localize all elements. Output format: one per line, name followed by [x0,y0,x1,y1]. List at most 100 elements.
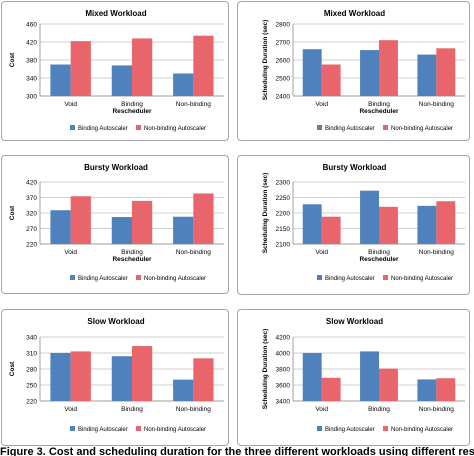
bar-nonbinding-autoscaler [193,35,214,96]
legend-swatch [70,125,75,130]
y-tick-label: 420 [26,40,37,47]
x-tick-label: Binding [121,249,143,256]
legend-label: Non-binding Autoscaler [144,126,206,132]
y-tick-label: 250 [26,383,37,390]
y-tick-label: 220 [26,399,37,406]
y-tick-label: 2250 [276,195,291,202]
bar-nonbinding-autoscaler [70,41,91,96]
x-tick-label: Binding [121,406,143,413]
x-axis-label: Rescheduler [112,108,151,115]
x-axis-label: Rescheduler [112,256,151,263]
chart-title: Bursty Workload [84,163,148,172]
bar-binding-autoscaler [50,210,71,244]
x-tick-label: Non-binding [176,249,211,256]
bar-binding-autoscaler [50,64,71,96]
legend-label: Binding Autoscaler [325,276,375,282]
x-tick-label: Void [64,249,77,256]
bar-nonbinding-autoscaler [132,38,153,96]
y-tick-label: 3400 [276,399,291,406]
chart-svg: Slow Workload 220 250 280 310 340 Void Binding N… [9,317,224,433]
y-tick-label: 2800 [276,22,291,29]
chart-title: Slow Workload [326,317,383,326]
bar-binding-autoscaler [360,50,379,96]
y-tick-label: 2500 [276,76,291,83]
legend-swatch [383,275,388,280]
x-tick-label: Void [64,406,77,413]
bar-binding-autoscaler [173,379,194,401]
y-axis-label: Cost [9,52,16,67]
y-tick-label: 460 [26,22,37,29]
legend-swatch [70,426,75,431]
bar-nonbinding-autoscaler [436,378,456,401]
x-tick-label: Non-binding [419,101,454,108]
y-tick-label: 270 [26,226,37,233]
bar-nonbinding-autoscaler [321,377,341,401]
x-tick-label: Non-binding [419,406,454,413]
chart-bursty-duration: Bursty Workload 2100 2150 2200 2250 2300 Void B… [237,155,470,295]
x-tick-label: Binding [368,249,390,256]
legend-label: Non-binding Autoscaler [391,276,453,282]
legend-swatch [136,125,141,130]
y-tick-label: 3600 [276,383,291,390]
bar-binding-autoscaler [417,54,437,96]
bar-nonbinding-autoscaler [379,368,398,401]
bar-binding-autoscaler [111,217,132,244]
figure-caption: Figure 3. Cost and scheduling duration f… [0,446,474,456]
y-axis-label: Cost [9,361,16,376]
y-tick-label: 320 [26,211,37,218]
y-tick-label: 2100 [276,242,291,249]
y-tick-label: 310 [26,351,37,358]
legend-label: Non-binding Autoscaler [391,427,453,433]
y-tick-label: 380 [26,58,37,65]
bar-binding-autoscaler [111,356,132,401]
chart-title: Mixed Workload [324,9,385,18]
legend-swatch [70,275,75,280]
chart-title: Bursty Workload [323,163,387,172]
bar-nonbinding-autoscaler [132,346,153,401]
chart-svg: Slow Workload 3400 3600 3800 4000 4200 Void Bin… [262,317,465,433]
bar-nonbinding-autoscaler [70,196,91,244]
charts-grid: Mixed Workload 300 340 380 420 460 Void Binding… [1,1,470,446]
legend-label: Binding Autoscaler [78,126,128,132]
bar-binding-autoscaler [173,216,194,244]
x-tick-label: Binding [121,101,143,108]
x-tick-label: Non-binding [176,406,211,413]
legend-label: Non-binding Autoscaler [391,126,453,132]
bar-binding-autoscaler [417,205,437,244]
x-tick-label: Void [315,101,328,108]
y-axis-label: Scheduling Duration (sec) [262,20,269,101]
legend-label: Binding Autoscaler [78,276,128,282]
bar-nonbinding-autoscaler [193,358,214,401]
bar-nonbinding-autoscaler [379,206,398,244]
chart-svg: Mixed Workload 300 340 380 420 460 Void Binding… [9,9,224,132]
bar-binding-autoscaler [50,353,71,401]
chart-slow-cost: Slow Workload 220 250 280 310 340 Void Binding N… [1,309,229,446]
bar-binding-autoscaler [302,353,322,401]
bar-binding-autoscaler [173,73,194,96]
y-tick-label: 340 [26,76,37,83]
bar-nonbinding-autoscaler [70,351,91,401]
x-tick-label: Void [315,249,328,256]
chart-svg: Bursty Workload 220 270 320 370 420 Void Bindin… [9,163,224,282]
y-tick-label: 2600 [276,58,291,65]
legend-swatch [136,426,141,431]
bar-binding-autoscaler [360,351,379,401]
x-tick-label: Void [315,406,328,413]
legend-label: Binding Autoscaler [325,126,375,132]
bar-nonbinding-autoscaler [132,200,153,244]
y-tick-label: 2150 [276,226,291,233]
legend-label: Non-binding Autoscaler [144,427,206,433]
bar-binding-autoscaler [302,49,322,96]
legend-swatch [317,125,322,130]
x-tick-label: Binding [368,101,390,108]
chart-mixed-cost: Mixed Workload 300 340 380 420 460 Void Binding… [1,1,229,141]
legend-label: Non-binding Autoscaler [144,276,206,282]
x-axis-label: Rescheduler [359,256,398,263]
legend-swatch [383,125,388,130]
chart-svg: Bursty Workload 2100 2150 2200 2250 2300 Void B… [262,163,465,282]
bar-nonbinding-autoscaler [436,201,456,244]
bar-nonbinding-autoscaler [379,40,398,96]
bar-binding-autoscaler [111,65,132,96]
x-tick-label: Non-binding [176,101,211,108]
y-tick-label: 370 [26,195,37,202]
